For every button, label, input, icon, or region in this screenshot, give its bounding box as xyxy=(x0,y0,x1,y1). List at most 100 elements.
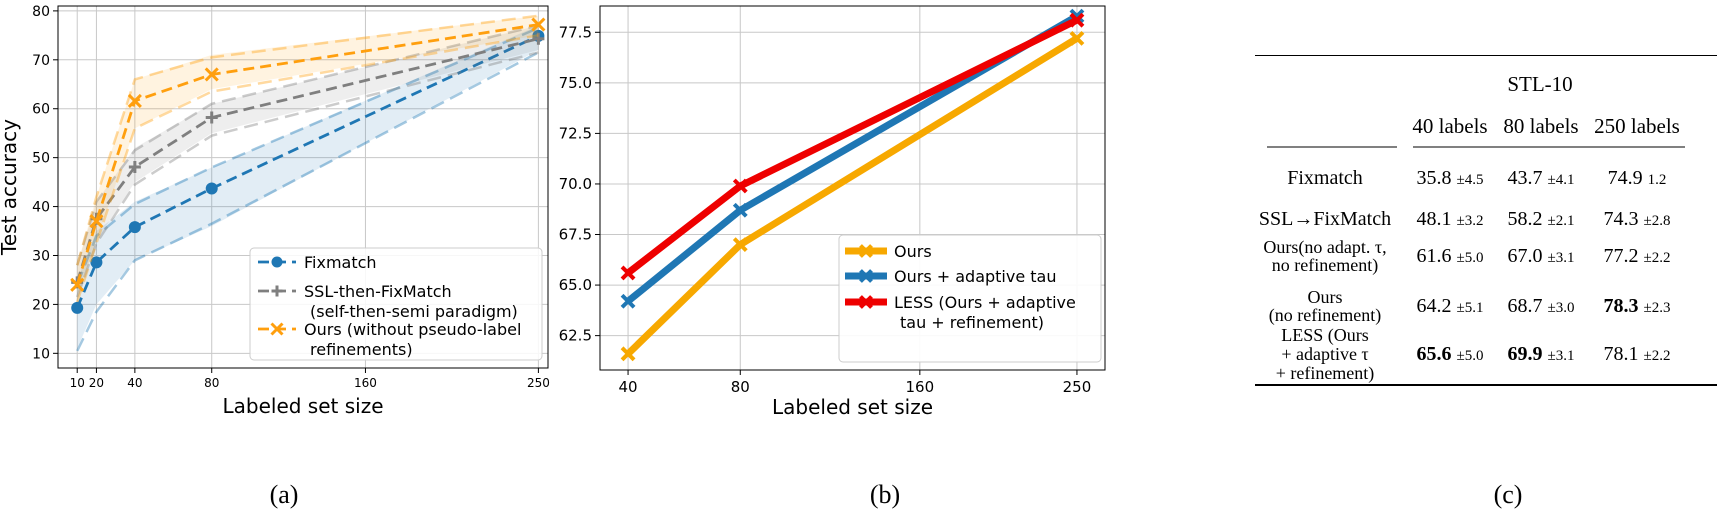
cell-value: 74.3 xyxy=(1604,208,1644,230)
cell-std: ±2.8 xyxy=(1644,213,1671,229)
bound-line xyxy=(76,14,539,266)
method-name: Fixmatch xyxy=(1287,167,1363,189)
data-point xyxy=(205,182,218,195)
data-point xyxy=(1069,30,1085,46)
table-cell: 74.3 ±2.8 xyxy=(1604,208,1671,230)
method-name: Ours xyxy=(1308,287,1343,307)
data-point xyxy=(71,301,84,314)
x-tick-label: 160 xyxy=(906,378,935,396)
table-cell: 43.7 ±4.1 xyxy=(1508,167,1575,189)
legend-label: Fixmatch xyxy=(304,253,377,272)
data-point xyxy=(89,214,104,229)
method-name: + adaptive τ xyxy=(1281,344,1368,364)
cell-value: 65.6 xyxy=(1417,343,1457,365)
confidence-band xyxy=(77,25,539,295)
x-tick-label: 80 xyxy=(204,376,219,390)
cell-value: 74.9 xyxy=(1608,167,1648,189)
bound-line xyxy=(76,51,539,298)
data-point xyxy=(620,265,636,281)
legend-label: Ours + adaptive tau xyxy=(894,267,1056,286)
cell-std: ±5.1 xyxy=(1457,300,1484,316)
cell-std: ±2.2 xyxy=(1644,348,1671,364)
legend-box xyxy=(838,234,1102,363)
legend-marker xyxy=(270,322,284,336)
data-point xyxy=(90,256,103,269)
cell-value: 67.0 xyxy=(1508,245,1548,267)
table-cell: 77.2 ±2.2 xyxy=(1604,245,1671,267)
data-point xyxy=(1069,12,1085,28)
table-cell: 58.2 ±2.1 xyxy=(1508,208,1575,230)
table-cell: 68.7 ±3.0 xyxy=(1508,295,1575,317)
cell-value: 35.8 xyxy=(1417,167,1457,189)
y-tick-label: 10 xyxy=(32,346,50,362)
cell-value: 78.1 xyxy=(1604,343,1644,365)
method-name: Ours(no adapt. τ, xyxy=(1263,237,1386,258)
legend-label: Ours xyxy=(894,242,932,261)
results-table: STL-10 40 labels 80 labels 250 labels Fixmat… xyxy=(1255,54,1725,435)
caption-b: (b) xyxy=(869,480,901,509)
cell-value: 69.9 xyxy=(1508,343,1548,365)
table-cell: 64.2 ±5.1 xyxy=(1417,295,1484,317)
method-name: SSL→FixMatch xyxy=(1259,208,1391,230)
series-line xyxy=(75,34,539,309)
data-point xyxy=(532,32,545,45)
cell-value: 68.7 xyxy=(1508,295,1548,317)
table-cell: 69.9 ±3.1 xyxy=(1508,343,1575,365)
data-point xyxy=(620,346,636,362)
series-group xyxy=(620,30,1085,362)
y-tick-label: 80 xyxy=(32,4,50,20)
cell-std: ±3.1 xyxy=(1548,250,1575,266)
y-tick-label: 70 xyxy=(32,53,50,69)
table-cell: 35.8 ±4.5 xyxy=(1417,167,1484,189)
bound-line xyxy=(76,26,539,286)
y-tick-label: 65.0 xyxy=(559,276,592,294)
data-point xyxy=(205,111,218,124)
table-cell: 61.6 ±5.0 xyxy=(1417,245,1484,267)
data-point xyxy=(204,67,219,82)
y-tick-label: 60 xyxy=(32,102,50,118)
series-group xyxy=(620,8,1085,309)
x-tick-label: 250 xyxy=(527,376,550,390)
bound-line xyxy=(76,51,539,352)
table-cell: 65.6 ±5.0 xyxy=(1417,343,1484,365)
data-point xyxy=(127,93,142,108)
data-point xyxy=(620,293,636,309)
data-point xyxy=(732,178,748,194)
legend: Fixmatch SSL-then-FixMatch(self-then-semi… xyxy=(249,247,543,361)
x-tick-label: 80 xyxy=(731,378,750,396)
y-tick-label: 72.5 xyxy=(559,124,592,142)
y-tick-label: 40 xyxy=(32,200,50,216)
cell-std: ±2.3 xyxy=(1644,300,1671,316)
legend-marker xyxy=(859,244,873,258)
plot-frame xyxy=(599,5,1106,371)
y-tick-label: 30 xyxy=(32,248,50,264)
x-tick-label: 40 xyxy=(127,376,142,390)
caption-c: (c) xyxy=(1493,480,1523,509)
caption-a: (a) xyxy=(269,480,299,509)
results-table-svg: STL-10 40 labels 80 labels 250 labels Fixmat… xyxy=(1255,54,1717,386)
cell-std: ±5.0 xyxy=(1457,250,1484,266)
legend-label: Ours (without pseudo-label xyxy=(304,320,521,339)
legend-marker xyxy=(271,285,283,297)
y-tick-label: 50 xyxy=(32,151,50,167)
bound-line xyxy=(76,24,539,266)
cell-std: 1.2 xyxy=(1648,172,1667,188)
confidence-band xyxy=(77,25,539,349)
legend-label-line2: refinements) xyxy=(310,340,413,359)
table-cell: 78.1 ±2.2 xyxy=(1604,343,1671,365)
table-cell: 78.3 ±2.3 xyxy=(1604,295,1671,317)
method-name: + refinement) xyxy=(1276,363,1375,384)
cell-value: 61.6 xyxy=(1417,245,1457,267)
series-line xyxy=(75,37,539,283)
cell-value: 77.2 xyxy=(1604,245,1644,267)
y-axis-label: Test accuracy xyxy=(0,119,21,256)
column-header: 250 labels xyxy=(1594,114,1680,138)
legend-label-line2: tau + refinement) xyxy=(900,313,1044,332)
data-point xyxy=(732,237,748,253)
legend: Ours Ours + adaptive tau LESS (Ours + adap… xyxy=(838,234,1102,363)
x-axis-label: Labeled set size xyxy=(222,394,383,418)
cell-std: ±2.2 xyxy=(1644,250,1671,266)
y-tick-label: 75.0 xyxy=(559,74,592,92)
cell-value: 78.3 xyxy=(1604,295,1644,317)
